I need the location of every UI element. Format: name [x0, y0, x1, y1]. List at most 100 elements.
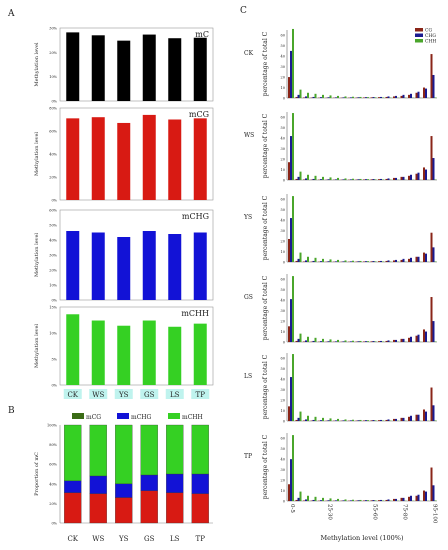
- panel-c-bar-tp-chg: [417, 494, 420, 501]
- panel-c-bar-ck-cg: [303, 97, 305, 98]
- panel-a-xtick-ys: YS: [118, 391, 129, 399]
- panel-c-bar-ys-chh: [292, 196, 294, 262]
- panel-a-mcg-ytick: 40%: [49, 153, 57, 157]
- panel-a-xtick-highlight: [165, 389, 184, 399]
- panel-c-legend-label-cg: CG: [425, 28, 432, 34]
- panel-c-bar-ws-cg: [303, 179, 305, 180]
- panel-c-bar-ys-cg: [408, 258, 410, 262]
- panel-c-bar-ck-cg: [393, 96, 395, 98]
- panel-a-mchg-ytick: 40%: [49, 239, 57, 243]
- panel-c-bar-ys-chg: [410, 257, 412, 262]
- panel-a-mc-ytick: 20%: [49, 51, 57, 55]
- panel-c-bar-ls-chh: [344, 419, 347, 421]
- panel-c-bar-gs-chh: [374, 341, 377, 342]
- panel-c-ytick-ck: 40: [281, 55, 285, 59]
- panel-c-bar-ys-chh: [359, 260, 362, 262]
- panel-c-ytick-ys: 10: [281, 250, 285, 254]
- panel-c-bar-ck-chh: [352, 96, 354, 98]
- panel-c-bar-ws-chg: [297, 176, 300, 180]
- panel-c-bar-ck-chg: [395, 95, 397, 98]
- panel-c-ytick-tp: 10: [281, 489, 285, 493]
- panel-c-bar-ys-chg: [327, 261, 330, 262]
- panel-a-mcg-bar-tp: [193, 118, 207, 200]
- panel-c-bar-ck-chg: [297, 94, 300, 98]
- panel-c-bar-ys-chh: [382, 261, 384, 262]
- panel-a-mchg-bar-tp: [193, 232, 207, 300]
- panel-c-bar-tp-chh: [352, 499, 354, 501]
- panel-c-bar-tp-cg: [378, 500, 380, 501]
- panel-c-bar-ys-chg: [312, 260, 315, 262]
- panel-c-ytick-ws: 60: [281, 116, 285, 120]
- panel-a-mc-title: mC: [195, 30, 209, 39]
- panel-a-mcg-ylabel: Methylation level: [34, 132, 40, 176]
- panel-c-bar-ck-chg: [327, 97, 330, 98]
- panel-a-mchh-ytick: 5%: [51, 358, 57, 362]
- panel-c-bar-ls-cg: [378, 420, 380, 421]
- panel-c-ylabel-ck: percentage of total C: [262, 31, 269, 96]
- panel-a-mchg-bar-gs: [142, 231, 156, 300]
- panel-c-bar-gs-chg: [327, 341, 330, 342]
- panel-c-bar-ls-chh: [434, 420, 437, 421]
- panel-c-sample-label-ck: CK: [244, 50, 254, 57]
- panel-c-bar-gs-chg: [290, 299, 292, 342]
- panel-c-bar-ws-cg: [430, 136, 433, 180]
- panel-c-ytick-gs: 40: [281, 299, 285, 303]
- panel-c-bar-ys-cg: [415, 256, 418, 262]
- panel-a-mc-bar-gs: [142, 34, 156, 101]
- panel-c-bar-ws-cg: [370, 179, 373, 180]
- panel-c-bar-ys-chg: [372, 261, 375, 262]
- panel-c-bar-ws-chh: [359, 178, 362, 180]
- panel-c-bar-ls-chh: [352, 419, 354, 421]
- panel-a-mcg-ytick: 80%: [49, 107, 57, 111]
- panel-c-bar-ws-chh: [367, 179, 369, 180]
- panel-c-bar-ys-chg: [350, 261, 352, 262]
- panel-c-bar-ls-chg: [395, 418, 397, 421]
- panel-a-mchg-ytick: 20%: [49, 269, 57, 273]
- panel-c-bar-ys-cg: [378, 261, 380, 262]
- panel-c-bar-tp-cg: [288, 484, 290, 501]
- panel-c-bar-ys-chg: [357, 261, 360, 262]
- panel-c-bar-tp-chh: [344, 499, 347, 501]
- panel-c-bar-ck-chh: [322, 94, 324, 98]
- panel-c-bar-ls-cg: [288, 406, 290, 421]
- panel-c-ytick-ys: 0: [283, 261, 285, 265]
- panel-a-mc-ytick: 0%: [51, 100, 57, 104]
- panel-c-bar-ws-chg: [425, 169, 427, 180]
- panel-c-ytick-gs: 50: [281, 288, 285, 292]
- panel-c-bar-ck-chh: [367, 97, 369, 98]
- panel-c-bar-ls-chg: [305, 419, 307, 421]
- panel-a-mchh-ytick: 10%: [49, 332, 57, 336]
- panel-c-bar-ck-chh: [314, 93, 317, 98]
- panel-c-bar-ws-chh: [307, 174, 309, 180]
- panel-c-ytick-gs: 60: [281, 278, 285, 282]
- panel-b-xtick-gs: GS: [144, 535, 155, 543]
- panel-c-bar-ws-cg: [393, 177, 395, 180]
- panel-b-legend-label-mcg: mCG: [86, 414, 101, 421]
- panel-c-bar-tp-cg: [363, 500, 365, 501]
- panel-a-mchh-bar-ws: [91, 320, 105, 385]
- panel-c-bar-ys-cg: [370, 261, 373, 262]
- panel-c-bar-tp-chh: [299, 491, 302, 501]
- panel-a-mc-ytick: 30%: [49, 27, 57, 31]
- panel-c-bar-ys-chh: [352, 260, 354, 262]
- panel-c-bar-gs-cg: [423, 329, 425, 342]
- panel-a-mc-bar-ys: [117, 40, 131, 101]
- panel-c-ytick-ls: 50: [281, 367, 285, 371]
- panel-c-bar-ls-chg: [425, 411, 427, 421]
- panel-a-mcg-bar-ck: [66, 118, 80, 200]
- panel-c-bar-ck-chg: [432, 74, 435, 98]
- panel-a-mcg-bar-ys: [117, 122, 131, 200]
- panel-a-xtick-highlight: [191, 389, 210, 399]
- panel-c-bar-ls-chg: [432, 405, 435, 421]
- panel-c-bar-ck-cg: [408, 94, 410, 98]
- panel-c-bar-tp-cg: [295, 499, 298, 501]
- panel-c-bar-gs-cg: [393, 339, 395, 342]
- panel-c-bar-tp-cg: [393, 498, 395, 501]
- panel-c-bar-ls-chh: [329, 418, 332, 421]
- panel-a-xtick-ws: WS: [92, 391, 104, 399]
- panel-c-bar-ws-chh: [337, 177, 339, 180]
- panel-c-bar-ck-cg: [415, 92, 418, 98]
- panel-c-bar-gs-cg: [430, 297, 433, 342]
- panel-c-ytick-ls: 60: [281, 357, 285, 361]
- panel-c-bar-ws-chh: [434, 179, 437, 180]
